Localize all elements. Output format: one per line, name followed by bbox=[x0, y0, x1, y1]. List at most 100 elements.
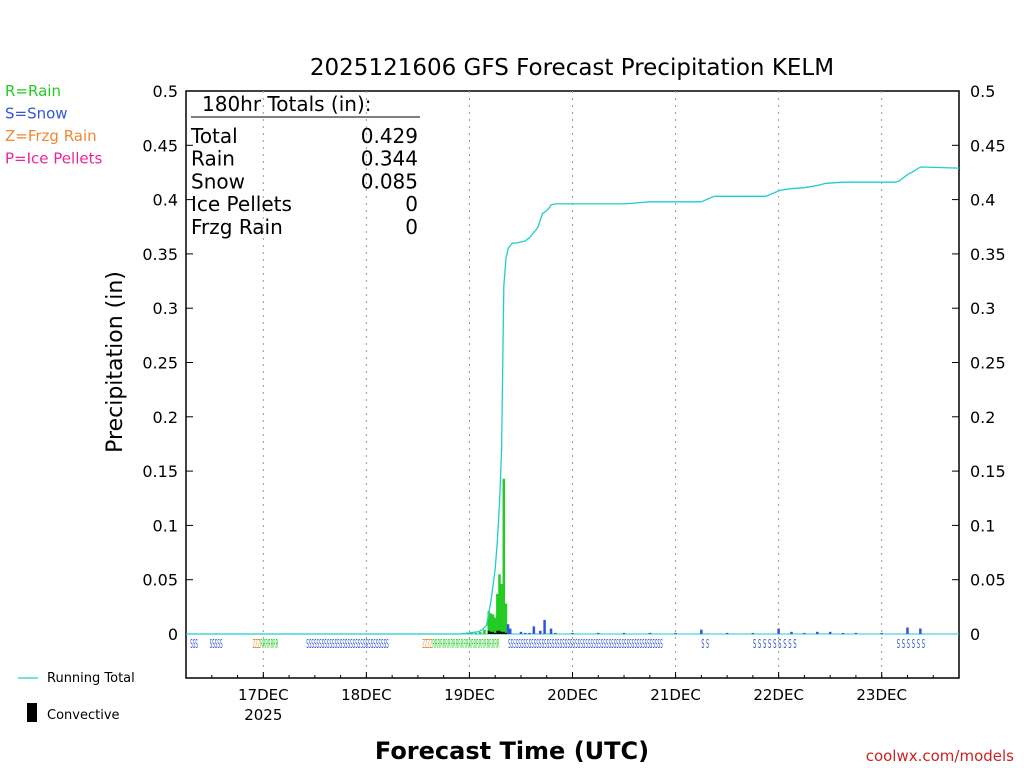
precip-bar bbox=[498, 574, 501, 634]
ptype-letter: Z bbox=[425, 637, 428, 651]
precip-bar bbox=[543, 619, 546, 634]
ptype-letter: S bbox=[632, 637, 635, 651]
ptype-letter: S bbox=[588, 637, 591, 651]
ptype-letter: R bbox=[492, 637, 495, 651]
ptype-letter: S bbox=[763, 637, 766, 651]
ptype-letter: S bbox=[639, 637, 642, 651]
ptype-letter: S bbox=[627, 637, 630, 651]
ptype-letter: S bbox=[327, 637, 330, 651]
convective-bar bbox=[487, 630, 490, 634]
precip-bar bbox=[506, 624, 510, 634]
ptype-letter: R bbox=[432, 637, 435, 651]
precip-bar bbox=[496, 593, 499, 634]
ptype-letter: S bbox=[513, 637, 516, 651]
precip-bar bbox=[919, 628, 922, 634]
ptype-letter: S bbox=[518, 637, 521, 651]
convective-bar bbox=[504, 632, 507, 634]
ptype-letter: R bbox=[435, 637, 438, 651]
convective-legend-swatch bbox=[27, 703, 37, 722]
ptype-letter: R bbox=[438, 637, 441, 651]
ptype-letter: R bbox=[461, 637, 464, 651]
precip-bar bbox=[478, 631, 482, 634]
ptype-letter: R bbox=[453, 637, 456, 651]
ptype-letter: R bbox=[440, 637, 443, 651]
ptype-letter: S bbox=[524, 637, 527, 651]
ptype-letter: S bbox=[314, 637, 317, 651]
precip-bar bbox=[816, 631, 819, 634]
ptype-legend-r: R=Rain bbox=[5, 82, 61, 100]
ptype-letter: R bbox=[443, 637, 446, 651]
totals-row-value: 0.429 bbox=[361, 124, 418, 148]
precip-bar bbox=[622, 632, 626, 634]
ptype-letter: S bbox=[637, 637, 640, 651]
ptype-letter: S bbox=[544, 637, 547, 651]
ptype-letter: S bbox=[701, 637, 704, 651]
y-tick-label-left: 0.5 bbox=[153, 82, 178, 101]
totals-row-label: Ice Pellets bbox=[191, 192, 292, 216]
ptype-letter: S bbox=[591, 637, 594, 651]
y-axis-label: Precipitation (in) bbox=[103, 271, 128, 453]
ptype-letter: S bbox=[345, 637, 348, 651]
precip-bar bbox=[790, 631, 793, 634]
ptype-letter: R bbox=[456, 637, 459, 651]
y-tick-label-left: 0.3 bbox=[153, 299, 178, 318]
ptype-letter: S bbox=[539, 637, 542, 651]
ptype-letter: S bbox=[575, 637, 578, 651]
y-tick-label-left: 0.15 bbox=[142, 462, 178, 481]
y-tick-label-right: 0.15 bbox=[970, 462, 1006, 481]
ptype-letter: S bbox=[624, 637, 627, 651]
totals-row-label: Snow bbox=[191, 169, 245, 193]
ptype-letter: S bbox=[363, 637, 366, 651]
ptype-letter: Z bbox=[422, 637, 425, 651]
ptype-letter: S bbox=[917, 637, 920, 651]
x-tick-label: 18DEC bbox=[341, 686, 392, 704]
y-tick-label-right: 0.2 bbox=[970, 408, 995, 427]
ptype-letter: S bbox=[554, 637, 557, 651]
ptype-letter: S bbox=[629, 637, 632, 651]
ptype-letter: S bbox=[912, 637, 915, 651]
ptype-letter: R bbox=[484, 637, 487, 651]
ptype-letter: R bbox=[448, 637, 451, 651]
y-axis-left: 0 0.05 0.1 0.15 0.2 0.25 0.3 0.35 0.4 0.45 0.5 bbox=[142, 82, 193, 644]
ptype-letter: S bbox=[311, 637, 314, 651]
ptype-letter: S bbox=[536, 637, 539, 651]
ptype-letter: R bbox=[479, 637, 482, 651]
ptype-letter: S bbox=[368, 637, 371, 651]
ptype-letter: S bbox=[658, 637, 661, 651]
ptype-letter: S bbox=[650, 637, 653, 651]
ptype-letter: S bbox=[195, 637, 198, 651]
ptype-legend: R=Rain S=Snow Z=Frzg Rain P=Ice Pellets bbox=[5, 82, 102, 168]
ptype-letter: R bbox=[474, 637, 477, 651]
ptype-letter: S bbox=[317, 637, 320, 651]
totals-row-label: Frzg Rain bbox=[191, 215, 283, 239]
ptype-letter: S bbox=[619, 637, 622, 651]
precip-bar bbox=[803, 632, 806, 634]
ptype-letter: S bbox=[516, 637, 519, 651]
ptype-letter: S bbox=[897, 637, 900, 651]
ptype-letter: R bbox=[271, 637, 274, 651]
ptype-letter: S bbox=[511, 637, 514, 651]
precip-bar bbox=[474, 632, 478, 634]
ptype-letter: R bbox=[450, 637, 453, 651]
ptype-letter: S bbox=[603, 637, 606, 651]
ptype-letter: R bbox=[273, 637, 276, 651]
ptype-row: ZZZZRRRRRRRRRRRRRRRRRRRRRRRRRR bbox=[422, 637, 499, 651]
ptype-letter: S bbox=[358, 637, 361, 651]
convective-bar bbox=[494, 632, 497, 634]
ptype-row: S S bbox=[701, 637, 709, 651]
ptype-letter: S bbox=[655, 637, 658, 651]
ptype-letter: S bbox=[609, 637, 612, 651]
ptype-letter: S bbox=[922, 637, 925, 651]
precip-bar bbox=[571, 632, 574, 634]
precip-bar bbox=[906, 627, 909, 634]
ptype-letter: S bbox=[508, 637, 511, 651]
ptype-legend-s: S=Snow bbox=[5, 105, 68, 123]
convective-legend-label: Convective bbox=[47, 708, 120, 723]
precip-bar bbox=[493, 617, 497, 634]
ptype-letter: S bbox=[570, 637, 573, 651]
ptype-legend-p: P=Ice Pellets bbox=[5, 150, 102, 168]
ptype-letter: S bbox=[573, 637, 576, 651]
precip-bars bbox=[461, 478, 922, 634]
totals-row-label: Rain bbox=[191, 147, 235, 171]
y-tick-label-right: 0.1 bbox=[970, 516, 995, 535]
